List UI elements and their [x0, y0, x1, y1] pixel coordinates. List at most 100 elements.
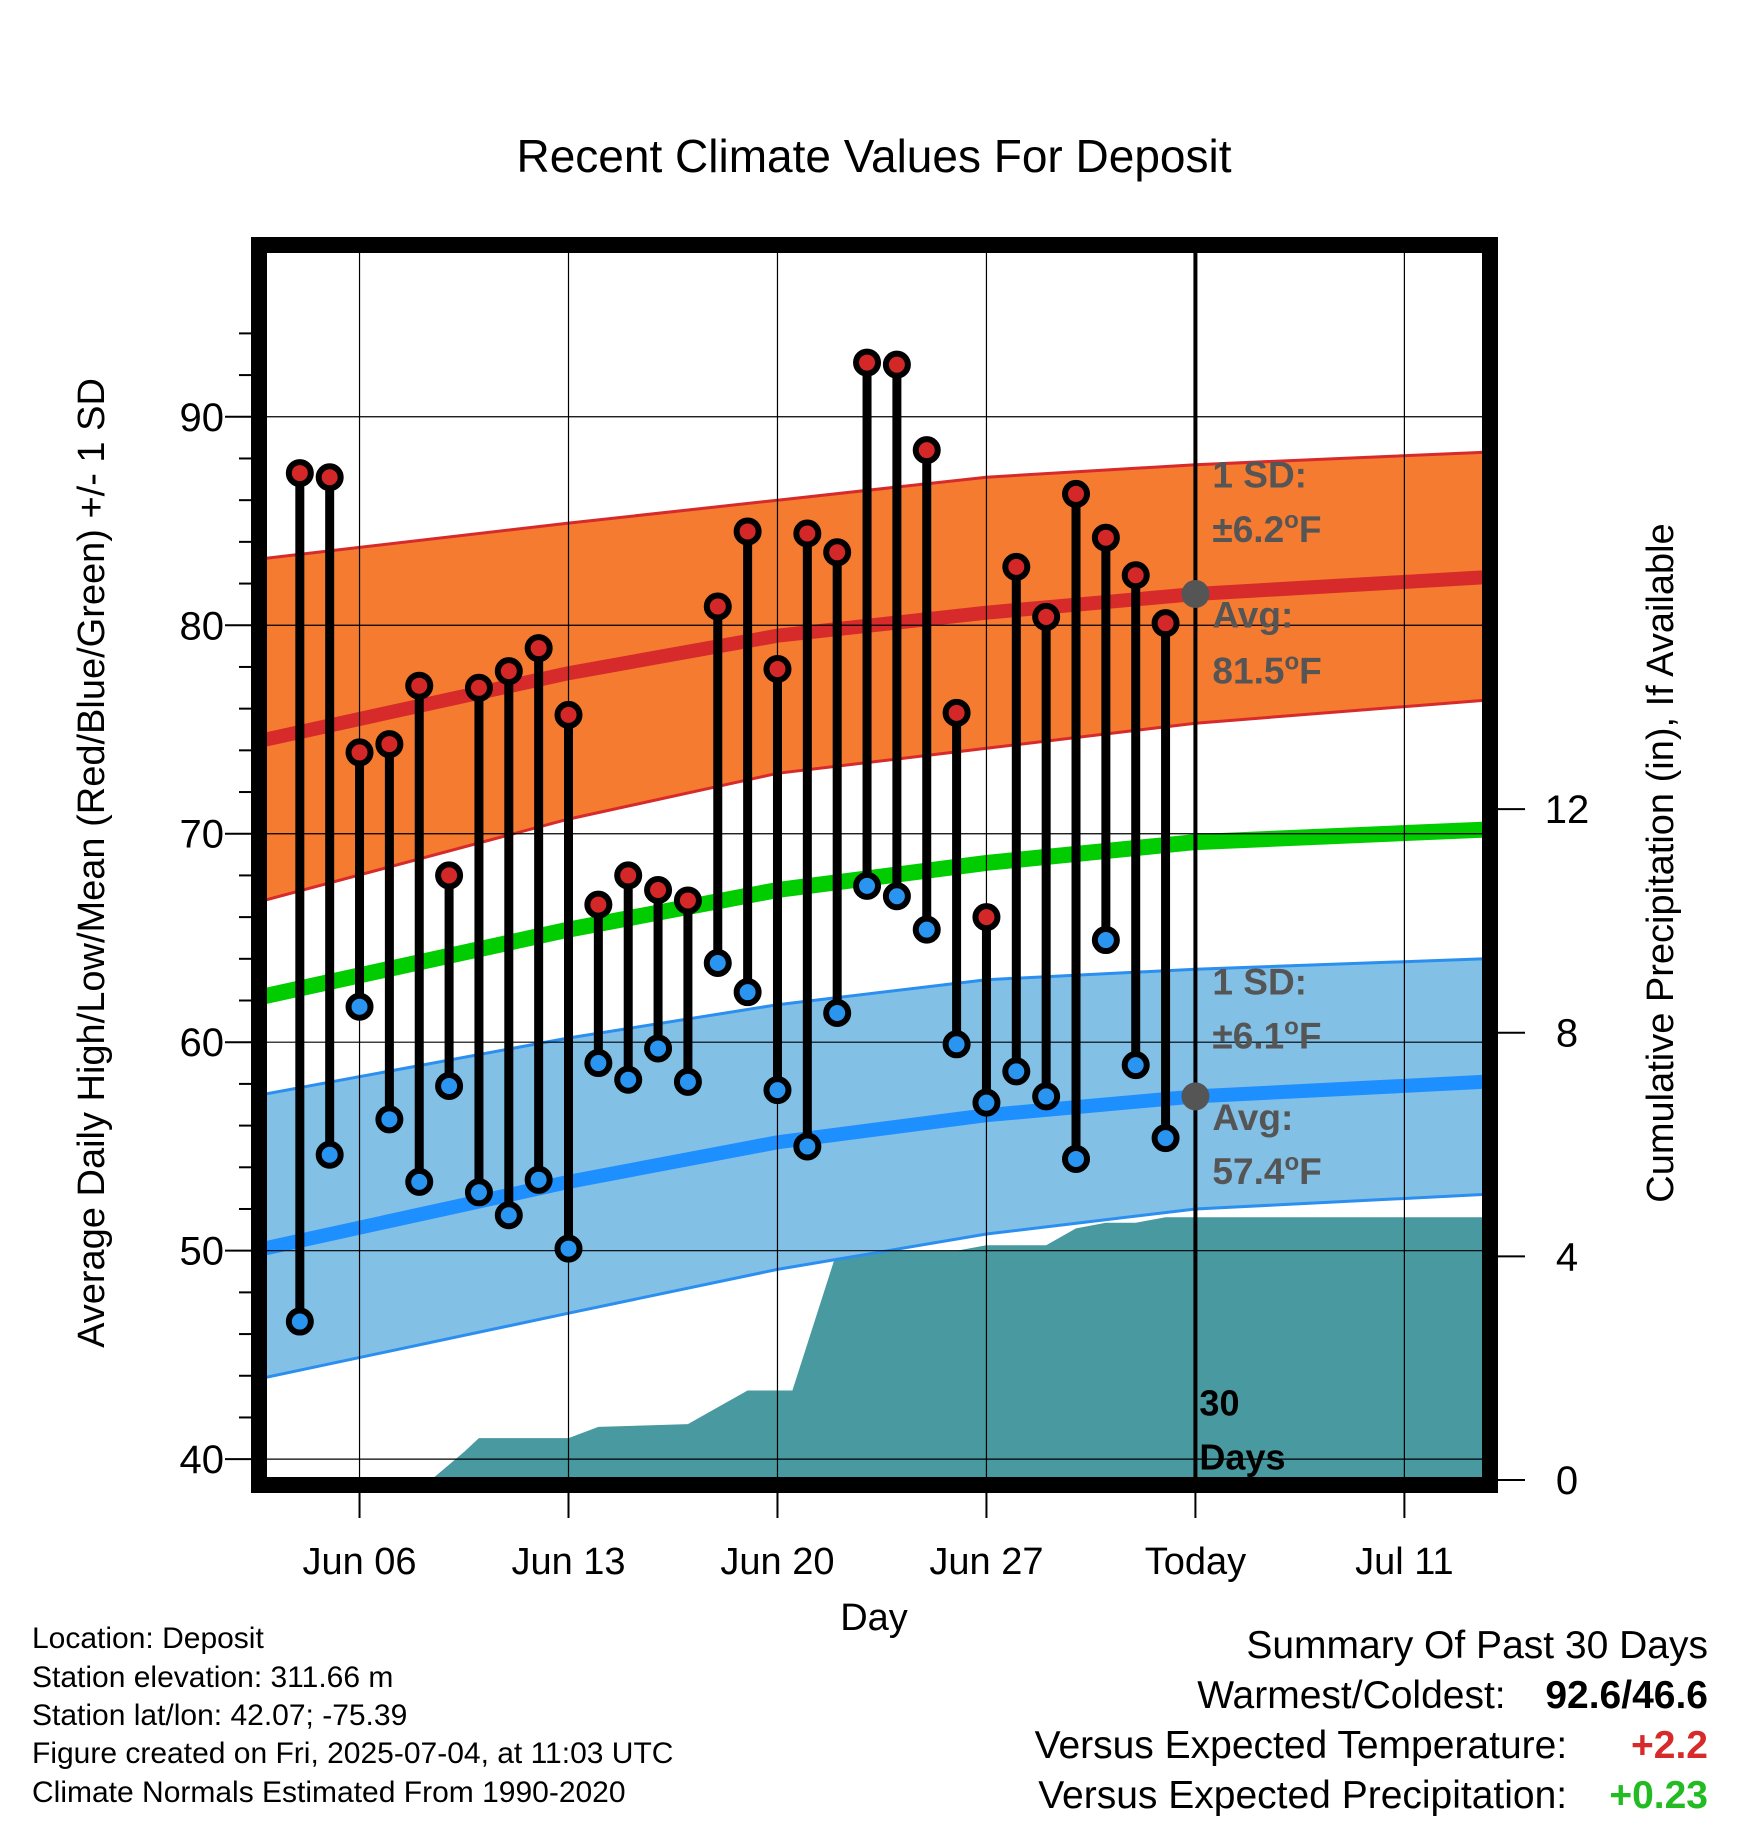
daily-high-marker — [1002, 552, 1031, 581]
daily-low-marker — [644, 1034, 673, 1063]
x-tick-label: Jun 20 — [720, 1541, 834, 1583]
high-sd-lower-line — [264, 698, 1485, 902]
daily-low-marker — [464, 1178, 493, 1207]
daily-low-marker — [285, 1307, 314, 1336]
daily-low-marker — [763, 1076, 792, 1105]
y-tick-label: 40 — [180, 1438, 225, 1482]
daily-low-marker — [315, 1140, 344, 1169]
y2-axis-label: Cumulative Precipitation (in), If Availa… — [1640, 523, 1682, 1202]
daily-low-marker — [972, 1088, 1001, 1117]
daily-low-marker — [673, 1067, 702, 1096]
footer-normals: Climate Normals Estimated From 1990-2020 — [32, 1776, 626, 1809]
daily-low-marker — [1121, 1051, 1150, 1080]
daily-high-marker — [912, 436, 941, 465]
x-tick-label: Jul 11 — [1355, 1541, 1454, 1583]
x-axis-label: Day — [840, 1597, 908, 1639]
y2-tick-label: 12 — [1545, 788, 1590, 832]
daily-high-marker — [673, 886, 702, 915]
daily-high-marker — [1121, 561, 1150, 590]
daily-high-marker — [1032, 602, 1061, 631]
daily-low-marker — [733, 978, 762, 1007]
daily-high-marker — [1062, 479, 1091, 508]
y2-tick-label: 0 — [1556, 1459, 1578, 1503]
daily-low-marker — [912, 915, 941, 944]
coldest-value: 46.6 — [1632, 1674, 1708, 1717]
temp-versus-value: +2.2 — [1631, 1724, 1708, 1767]
precip-versus-value: +0.23 — [1609, 1774, 1708, 1817]
y2-tick-label: 8 — [1556, 1012, 1578, 1056]
daily-high-marker — [375, 730, 404, 759]
y-tick-label: 90 — [180, 396, 225, 440]
daily-high-marker — [644, 876, 673, 905]
warmest-value: 92.6 — [1545, 1674, 1622, 1717]
daily-high-marker — [524, 634, 553, 663]
footer-location: Location: Deposit — [32, 1622, 264, 1655]
daily-high-marker — [1091, 523, 1120, 552]
daily-high-marker — [584, 890, 613, 919]
daily-high-marker — [823, 538, 852, 567]
y-tick-label: 60 — [180, 1021, 225, 1065]
warm-cold-separator: / — [1621, 1674, 1633, 1717]
daily-low-marker — [584, 1049, 613, 1078]
daily-high-marker — [703, 592, 732, 621]
x-tick-label: Today — [1145, 1541, 1246, 1583]
daily-low-marker — [614, 1065, 643, 1094]
low-avg-label: Avg: — [1212, 1097, 1293, 1138]
today-avg-high-dot — [1181, 579, 1210, 608]
high-sd-label: 1 SD: — [1212, 455, 1307, 496]
daily-high-marker — [464, 673, 493, 702]
high-sd-upper-line — [264, 450, 1485, 560]
avg-high-line — [264, 570, 1485, 747]
daily-high-marker — [763, 655, 792, 684]
temp-versus-label: Versus Expected Temperature: — [1034, 1724, 1568, 1767]
summary-precipitation: Versus Expected Precipitation: +0.23 — [1038, 1774, 1708, 1818]
footer-elevation: Station elevation: 311.66 m — [32, 1661, 394, 1694]
daily-high-marker — [882, 350, 911, 379]
daily-high-marker — [554, 700, 583, 729]
summary-warm-cold: Warmest/Coldest: 92.6/46.6 — [1197, 1674, 1708, 1718]
daily-high-marker — [942, 698, 971, 727]
daily-high-marker — [435, 861, 464, 890]
avg-low-line — [264, 1074, 1485, 1256]
daily-high-marker — [285, 459, 314, 488]
period-label-number: 30 — [1199, 1382, 1239, 1423]
y-axis-label: Average Daily High/Low/Mean (Red/Blue/Gr… — [71, 378, 113, 1348]
daily-low-marker — [494, 1201, 523, 1230]
chart-title: Recent Climate Values For Deposit — [517, 130, 1232, 182]
daily-low-marker — [1062, 1144, 1091, 1173]
summary-title: Summary Of Past 30 Days — [1246, 1624, 1708, 1667]
daily-low-marker — [1151, 1124, 1180, 1153]
low-sd-lower-line — [264, 1192, 1485, 1380]
period-label-days: Days — [1199, 1437, 1285, 1478]
x-tick-label: Jun 06 — [302, 1541, 416, 1583]
precip-area — [264, 1217, 1485, 1480]
daily-low-marker — [882, 882, 911, 911]
y-tick-label: 80 — [180, 604, 225, 648]
plot-area: 1 SD: ±6.2oF Avg: 81.5oF 1 SD: ±6.1oF Avg: 57.4… — [264, 250, 1485, 1480]
precip-versus-label: Versus Expected Precipitation: — [1038, 1774, 1568, 1817]
daily-low-marker — [524, 1165, 553, 1194]
daily-low-marker — [793, 1132, 822, 1161]
high-sd-value: ±6.2oF — [1212, 507, 1321, 550]
x-tick-label: Jun 27 — [929, 1541, 1043, 1583]
daily-high-marker — [793, 519, 822, 548]
daily-low-marker — [554, 1234, 583, 1263]
footer-created: Figure created on Fri, 2025-07-04, at 11… — [32, 1737, 674, 1770]
today-avg-low-dot — [1181, 1082, 1210, 1111]
daily-high-marker — [494, 657, 523, 686]
daily-high-marker — [1151, 609, 1180, 638]
daily-low-marker — [853, 871, 882, 900]
y2-tick-label: 4 — [1556, 1235, 1578, 1279]
daily-high-marker — [853, 348, 882, 377]
daily-low-marker — [823, 999, 852, 1028]
daily-high-marker — [315, 463, 344, 492]
daily-low-marker — [405, 1167, 434, 1196]
footer-latlon: Station lat/lon: 42.07; -75.39 — [32, 1699, 408, 1732]
daily-low-marker — [1032, 1082, 1061, 1111]
low-avg-value: 57.4oF — [1212, 1149, 1321, 1192]
plot-frame — [251, 237, 1498, 1493]
daily-low-marker — [345, 992, 374, 1021]
y-tick-label: 70 — [180, 813, 225, 857]
high-avg-label: Avg: — [1212, 594, 1293, 635]
